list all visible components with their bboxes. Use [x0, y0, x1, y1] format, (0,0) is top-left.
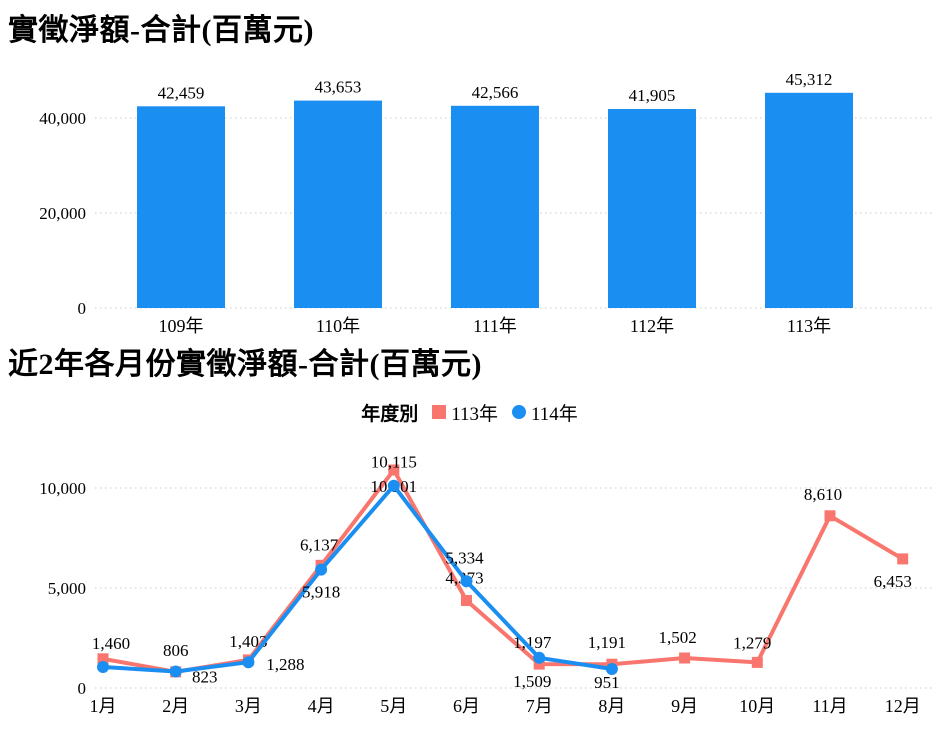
bar-chart-title: 實徵淨額-合計(百萬元) — [8, 14, 314, 47]
x-tick-label: 10月 — [739, 696, 775, 716]
x-tick-label: 7月 — [526, 696, 553, 716]
circle-marker-icon — [512, 405, 526, 419]
y-tick-label: 40,000 — [39, 109, 86, 128]
point-label: 823 — [192, 668, 218, 687]
point-113年-11月[interactable] — [824, 510, 836, 522]
point-label: 5,918 — [302, 583, 340, 602]
point-114年-2月[interactable] — [169, 665, 182, 678]
x-tick-label: 110年 — [316, 316, 360, 336]
point-114年-8月[interactable] — [605, 663, 618, 675]
point-label: 6,137 — [300, 535, 339, 554]
legend-title: 年度別 — [361, 402, 419, 425]
x-tick-label: 5月 — [380, 696, 407, 716]
point-113年-12月[interactable] — [897, 553, 909, 565]
point-label: 1,191 — [588, 633, 626, 652]
point-113年-6月[interactable] — [461, 595, 472, 606]
bar-value-label: 45,312 — [786, 70, 833, 89]
point-114年-7月[interactable] — [533, 651, 546, 664]
point-label: 10,115 — [371, 453, 417, 472]
x-tick-label: 6月 — [453, 696, 480, 716]
y-tick-label: 10,000 — [39, 479, 86, 498]
x-tick-label: 8月 — [598, 696, 625, 716]
x-tick-label: 113年 — [787, 316, 831, 336]
bar-value-label: 42,566 — [472, 83, 519, 102]
point-label: 6,453 — [874, 572, 912, 591]
point-label: 1,509 — [513, 672, 551, 691]
point-label: 951 — [594, 673, 620, 692]
point-114年-1月[interactable] — [97, 661, 109, 673]
bar-113年[interactable] — [765, 92, 853, 308]
x-tick-label: 3月 — [235, 696, 262, 716]
point-114年-5月[interactable] — [387, 479, 400, 492]
point-113年-5月[interactable] — [388, 464, 400, 476]
y-tick-label: 0 — [78, 679, 87, 698]
point-114年-4月[interactable] — [315, 563, 328, 576]
bar-111年[interactable] — [451, 105, 539, 308]
x-tick-label: 11月 — [812, 696, 847, 716]
y-tick-label: 0 — [78, 299, 87, 318]
bar-value-label: 41,905 — [629, 86, 676, 105]
bar-chart: 0 20,000 40,000 42,459 109年 43,653 110年 42,566 1… — [39, 70, 932, 336]
point-label: 1,288 — [266, 655, 304, 674]
x-tick-label: 1月 — [90, 696, 117, 716]
legend-item-113[interactable]: 113年 — [432, 399, 498, 426]
point-114年-6月[interactable] — [460, 575, 473, 588]
bar-value-label: 42,459 — [158, 83, 205, 102]
point-label: 1,460 — [92, 634, 130, 653]
line-113年 — [101, 468, 905, 674]
line-chart: 0 5,000 10,000 1月 2月 3月 4月 5月 6月 7月 8月 9月 10月 11月 12月 1… — [39, 453, 932, 716]
point-114年-3月[interactable] — [242, 656, 255, 669]
legend-item-label: 113年 — [451, 403, 498, 425]
point-label: 8,610 — [804, 485, 842, 504]
y-tick-label: 5,000 — [48, 579, 86, 598]
point-label: 1,502 — [658, 628, 696, 647]
point-label: 806 — [163, 641, 189, 660]
bar-112年[interactable] — [608, 109, 696, 308]
point-113年-7月[interactable] — [533, 658, 545, 670]
legend-item-label: 114年 — [531, 403, 578, 425]
bar-value-label: 43,653 — [315, 78, 362, 97]
bar-109年[interactable] — [137, 106, 225, 308]
square-marker-icon — [432, 405, 447, 419]
x-tick-label: 12月 — [885, 696, 921, 716]
bar-110年[interactable] — [294, 100, 382, 308]
x-tick-label: 112年 — [630, 316, 674, 336]
point-113年-10月[interactable] — [751, 656, 763, 668]
x-tick-label: 9月 — [671, 696, 698, 716]
x-tick-label: 4月 — [308, 696, 335, 716]
x-tick-label: 2月 — [162, 696, 189, 716]
x-tick-label: 109年 — [159, 316, 204, 336]
y-tick-label: 20,000 — [39, 204, 86, 223]
line-114年 — [101, 483, 614, 674]
x-tick-label: 111年 — [473, 316, 517, 336]
legend-item-114[interactable]: 114年 — [512, 399, 578, 426]
line-chart-legend: 年度別 113年 114年 — [0, 399, 939, 425]
point-label: 1,279 — [733, 633, 771, 652]
point-113年-1月[interactable] — [97, 653, 109, 665]
point-label: 1,403 — [229, 632, 267, 651]
line-chart-title: 近2年各月份實徵淨額-合計(百萬元) — [8, 348, 482, 381]
point-113年-9月[interactable] — [679, 652, 691, 664]
point-label: 5,334 — [445, 548, 484, 567]
